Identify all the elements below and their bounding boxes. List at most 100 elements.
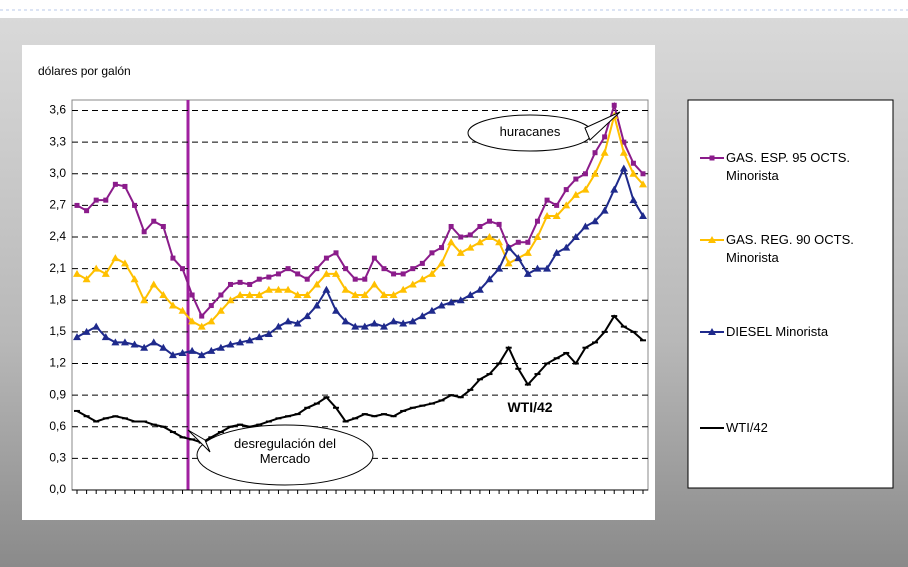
marker	[341, 285, 350, 293]
marker	[343, 266, 349, 272]
plot	[72, 101, 648, 491]
marker	[477, 223, 483, 229]
marker	[103, 197, 109, 203]
marker	[554, 202, 560, 208]
marker	[160, 223, 166, 229]
series-line	[76, 165, 644, 357]
marker	[630, 160, 636, 166]
marker	[168, 301, 177, 309]
legend-box	[687, 99, 894, 489]
marker	[333, 250, 339, 256]
marker	[120, 259, 129, 267]
marker	[218, 292, 224, 298]
marker	[189, 292, 195, 298]
marker	[582, 171, 588, 177]
marker	[285, 266, 291, 272]
marker	[504, 243, 513, 251]
marker	[293, 291, 302, 298]
marker	[111, 338, 120, 346]
marker	[534, 218, 540, 224]
y-tick-label: 1,5	[49, 324, 66, 338]
marker	[180, 266, 186, 272]
marker	[563, 187, 569, 193]
marker	[466, 291, 475, 298]
marker	[237, 279, 243, 285]
marker	[111, 254, 120, 262]
marker	[226, 340, 235, 348]
marker	[303, 312, 312, 320]
marker	[245, 291, 254, 298]
marker	[101, 333, 110, 341]
marker	[264, 330, 273, 337]
marker	[391, 271, 397, 277]
marker	[178, 306, 187, 314]
marker	[475, 238, 484, 246]
marker	[312, 301, 321, 309]
marker	[236, 338, 245, 346]
marker	[295, 271, 301, 277]
marker	[284, 285, 293, 293]
marker	[381, 266, 387, 272]
marker	[573, 176, 579, 182]
marker	[591, 217, 600, 225]
marker	[168, 351, 177, 359]
marker	[592, 150, 598, 156]
marker	[227, 281, 233, 287]
marker	[216, 306, 225, 314]
marker	[591, 169, 600, 177]
marker	[132, 202, 138, 208]
legend-label: GAS. ESP. 95 OCTS. Minorista	[726, 150, 851, 183]
marker	[619, 148, 628, 156]
marker	[427, 269, 436, 277]
marker	[274, 285, 283, 293]
marker	[120, 338, 129, 346]
marker	[82, 327, 91, 335]
marker	[581, 222, 590, 230]
marker	[112, 181, 118, 187]
marker	[621, 139, 627, 145]
marker	[487, 218, 493, 224]
marker	[571, 190, 580, 198]
marker	[84, 208, 90, 214]
marker	[475, 285, 484, 293]
marker	[552, 211, 561, 219]
marker	[159, 343, 168, 351]
marker	[256, 276, 262, 282]
marker	[514, 254, 523, 262]
marker	[247, 281, 253, 287]
marker	[399, 319, 408, 327]
marker	[275, 271, 281, 277]
y-tick-label: 2,4	[49, 229, 66, 243]
marker	[504, 259, 513, 267]
marker	[130, 340, 139, 348]
marker	[92, 264, 101, 272]
marker	[429, 250, 435, 256]
marker	[73, 269, 81, 277]
marker	[456, 248, 465, 256]
marker	[149, 280, 158, 288]
marker	[188, 346, 197, 354]
marker	[255, 333, 264, 341]
marker	[629, 169, 638, 177]
marker	[466, 243, 475, 251]
marker	[523, 269, 532, 277]
marker	[379, 322, 388, 330]
marker	[264, 285, 273, 293]
marker	[458, 234, 464, 240]
marker	[552, 248, 561, 256]
marker	[303, 291, 312, 298]
marker	[360, 291, 369, 298]
legend-item	[700, 155, 724, 161]
marker	[611, 102, 617, 108]
y-tick-label: 2,7	[49, 198, 66, 212]
marker	[581, 185, 590, 193]
marker	[389, 317, 398, 325]
marker	[208, 303, 214, 309]
marker	[322, 285, 331, 293]
marker	[130, 275, 139, 283]
marker	[485, 233, 494, 241]
marker	[543, 211, 552, 219]
marker	[399, 285, 408, 293]
annotation: huracanes	[499, 124, 561, 139]
